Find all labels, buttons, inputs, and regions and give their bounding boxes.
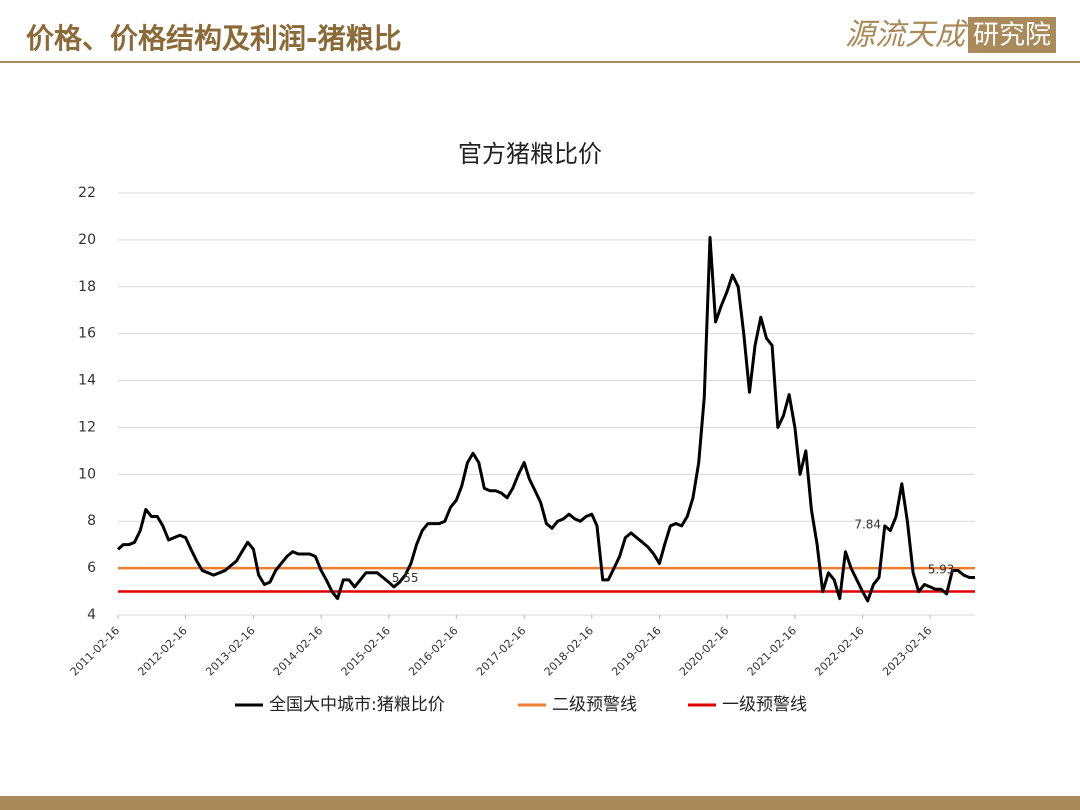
y-tick-label: 16 [78,326,96,342]
y-tick-label: 12 [78,419,96,435]
footer-bar [0,796,1080,810]
y-tick-label: 6 [87,560,96,576]
slide-title: 价格、价格结构及利润-猪粮比 [26,22,402,55]
logo-tag: 研究院 [973,21,1051,51]
legend-label: 二级预警线 [552,695,637,715]
y-tick-label: 20 [78,232,96,248]
chart-title: 官方猪粮比价 [458,140,602,168]
y-tick-label: 10 [78,466,96,482]
logo-box [968,17,1056,53]
y-tick-label: 4 [87,607,96,623]
y-tick-label: 22 [78,185,96,201]
annotation: 5.55 [392,571,419,585]
legend-label: 全国大中城市:猪粮比价 [269,695,445,715]
series-line [116,236,975,603]
y-tick-label: 8 [87,513,96,529]
logo-name: 源流天成 [845,18,969,53]
annotation: 7.84 [854,517,881,531]
y-tick-label: 14 [78,373,96,389]
y-tick-label: 18 [78,279,96,295]
legend-label: 一级预警线 [722,695,807,715]
annotation: 5.93 [928,562,955,576]
